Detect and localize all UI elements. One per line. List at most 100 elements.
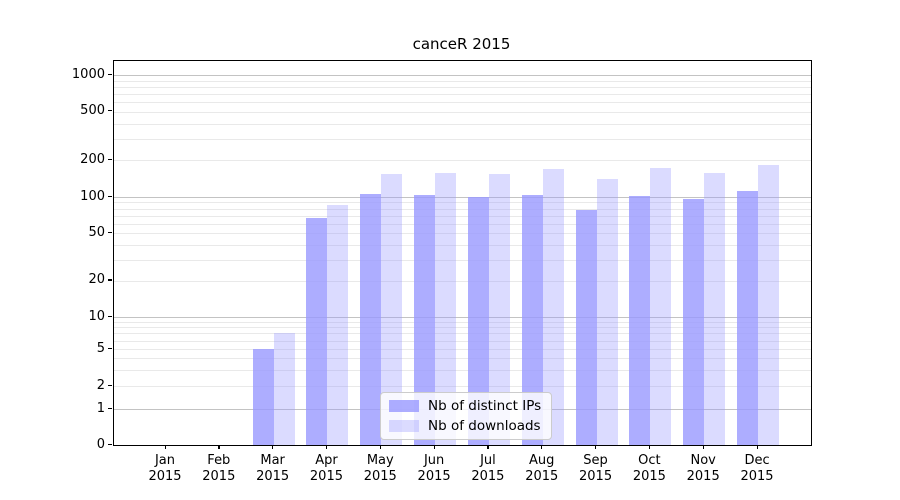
bar-downloads-sep (596, 179, 618, 445)
minor-gridline (114, 202, 811, 204)
bar-distinct-ips-apr (306, 217, 328, 445)
x-axis-tick-label: Feb 2015 (202, 453, 236, 484)
minor-gridline (114, 160, 811, 162)
minor-gridline (114, 244, 811, 246)
minor-gridline (114, 321, 811, 323)
bar-distinct-ips-nov (683, 198, 705, 445)
x-axis-tick-label: Mar 2015 (256, 453, 290, 484)
major-gridline (114, 317, 811, 318)
bar-downloads-oct (650, 168, 672, 445)
x-axis-tick (433, 445, 435, 449)
bar-downloads-dec (758, 165, 780, 445)
y-axis-tick (108, 110, 112, 112)
x-axis-tick-label: Apr 2015 (309, 453, 343, 484)
minor-gridline (114, 333, 811, 335)
y-axis-tick-label: 20 (88, 272, 105, 288)
legend-label-distinct-ips: Nb of distinct IPs (428, 398, 542, 414)
x-axis-tick-label: Jan 2015 (148, 453, 182, 484)
chart-title: canceR 2015 (412, 35, 511, 53)
y-axis-tick (108, 195, 112, 197)
x-axis-tick-label: Nov 2015 (686, 453, 720, 484)
x-axis-tick (164, 445, 166, 449)
y-axis-tick (108, 231, 112, 233)
y-axis-tick-label: 10 (88, 308, 105, 324)
bar-downloads-jul (488, 174, 510, 445)
minor-gridline (114, 358, 811, 359)
minor-gridline (114, 123, 811, 125)
x-axis-tick-label: Sep 2015 (579, 453, 613, 484)
major-gridline (114, 75, 811, 76)
x-axis-tick (487, 445, 489, 449)
minor-gridline (114, 340, 811, 342)
bar-downloads-jun (435, 173, 457, 445)
x-axis-tick-label: Jun 2015 (417, 453, 451, 484)
y-axis-tick-label: 500 (80, 103, 105, 119)
bar-downloads-mar (273, 333, 295, 445)
minor-gridline (114, 327, 811, 329)
y-axis-tick (108, 315, 112, 317)
x-axis-tick (702, 445, 704, 449)
bar-distinct-ips-mar (252, 349, 274, 445)
x-axis-tick-label: Dec 2015 (740, 453, 774, 484)
minor-gridline (114, 280, 811, 282)
bar-distinct-ips-jun (414, 194, 436, 445)
legend-item-downloads: Nb of downloads (389, 419, 541, 433)
minor-gridline (114, 215, 811, 217)
y-axis-tick (108, 73, 112, 75)
minor-gridline (114, 102, 811, 104)
legend-label-downloads: Nb of downloads (428, 418, 541, 434)
y-axis-tick-label: 5 (96, 340, 105, 356)
y-axis-tick (108, 347, 112, 349)
y-axis-tick-label: 1 (96, 400, 105, 416)
minor-gridline (114, 138, 811, 140)
bar-downloads-may (381, 174, 403, 445)
legend: Nb of distinct IPs Nb of downloads (380, 392, 553, 440)
minor-gridline (114, 233, 811, 235)
x-axis-tick-label: Jul 2015 (471, 453, 505, 484)
bar-distinct-ips-dec (737, 190, 759, 445)
major-gridline (114, 197, 811, 198)
minor-gridline (114, 386, 811, 387)
y-axis-tick-label: 1000 (71, 66, 105, 82)
minor-gridline (114, 111, 811, 113)
y-axis-tick-label: 50 (88, 224, 105, 240)
legend-swatch-distinct-ips (389, 400, 419, 412)
bar-distinct-ips-sep (575, 209, 597, 445)
x-axis-tick (595, 445, 597, 449)
x-axis-tick (325, 445, 328, 449)
minor-gridline (114, 369, 811, 371)
y-axis-tick-label: 200 (80, 151, 105, 167)
x-axis-tick (379, 445, 381, 449)
minor-gridline (114, 349, 811, 350)
minor-gridline (114, 93, 811, 95)
x-axis-tick-label: Aug 2015 (525, 453, 559, 484)
y-axis-tick (108, 407, 112, 409)
legend-item-distinct-ips: Nb of distinct IPs (389, 399, 541, 413)
y-axis-tick (108, 279, 112, 281)
legend-swatch-downloads (389, 420, 419, 432)
x-axis-tick-label: May 2015 (363, 453, 397, 484)
minor-gridline (114, 86, 811, 88)
minor-gridline (114, 208, 811, 210)
y-axis-tick-label: 2 (96, 377, 105, 393)
y-axis-tick (108, 443, 112, 445)
bar-distinct-ips-may (360, 194, 382, 445)
x-axis-tick-label: Oct 2015 (632, 453, 666, 484)
x-axis-tick (218, 445, 220, 449)
y-axis-tick-label: 100 (80, 188, 105, 204)
bar-distinct-ips-oct (629, 195, 651, 445)
x-axis-tick (756, 445, 758, 449)
bar-distinct-ips-jul (467, 197, 489, 445)
minor-gridline (114, 259, 811, 261)
minor-gridline (114, 223, 811, 225)
y-axis-tick (108, 158, 112, 160)
y-axis-tick-label: 0 (96, 436, 105, 452)
x-axis-tick (648, 445, 651, 449)
bar-downloads-apr (327, 204, 349, 445)
bar-downloads-nov (704, 172, 726, 445)
y-axis-tick (108, 384, 112, 386)
minor-gridline (114, 80, 811, 82)
x-axis-tick (541, 445, 543, 449)
bar-distinct-ips-aug (521, 195, 543, 445)
